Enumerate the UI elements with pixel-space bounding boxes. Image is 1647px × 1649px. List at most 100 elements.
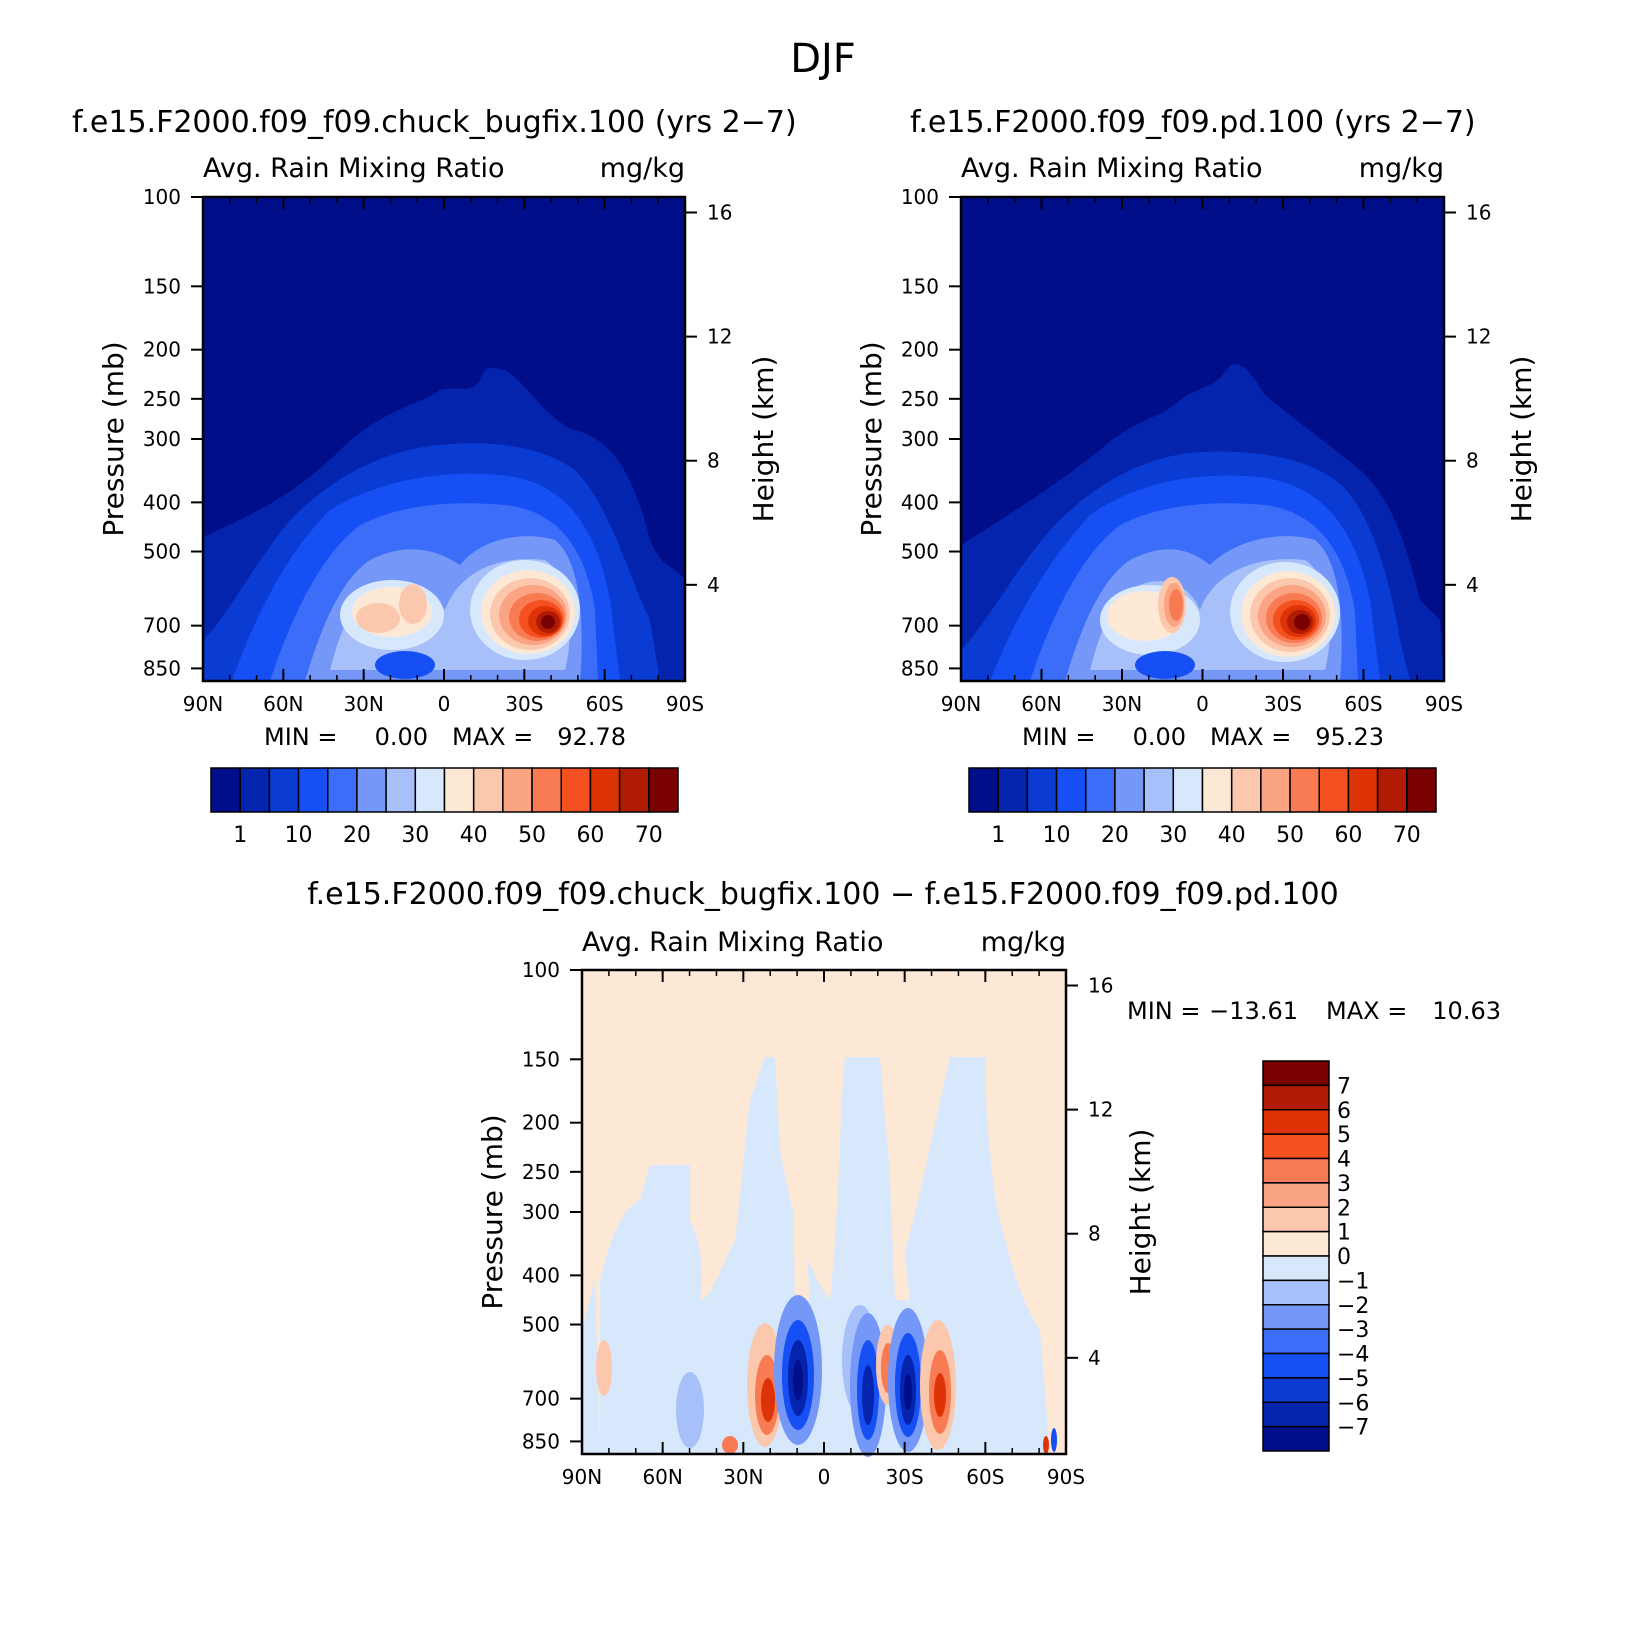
min-value: 0.00	[1133, 723, 1186, 751]
x-tick-label: 0	[1196, 692, 1209, 716]
plot-area	[201, 195, 687, 683]
colorbar-label: 50	[1276, 823, 1304, 848]
stats-line: MIN = 0.00 MAX = 95.23	[1022, 723, 1384, 751]
colorbar-swatch	[997, 767, 1029, 813]
colorbar-swatch	[1406, 767, 1437, 813]
y2-tick-label: 8	[1466, 449, 1479, 473]
colorbar-swatch	[268, 767, 300, 813]
y-axis-label: Pressure (mb)	[476, 1114, 509, 1309]
colorbar-swatch	[1347, 767, 1379, 813]
colorbar-swatch	[618, 767, 650, 813]
colorbar-label: 70	[1393, 823, 1421, 848]
panel-subtitle-right: mg/kg	[600, 153, 685, 184]
y2-axis-label: Height (km)	[1505, 356, 1538, 523]
colorbar-swatch	[1230, 767, 1262, 813]
y-tick-label: 250	[143, 387, 181, 411]
colorbar-swatch	[502, 767, 533, 813]
y-tick-label: 100	[522, 958, 560, 982]
y-tick-label: 400	[522, 1263, 560, 1287]
colorbar-label: 1	[233, 823, 247, 848]
max-value: 10.63	[1432, 997, 1501, 1025]
y-tick-label: 100	[143, 185, 181, 209]
colorbar-label: −3	[1337, 1318, 1369, 1343]
x-tick-label: 60S	[1344, 692, 1382, 716]
y2-tick-label: 12	[1466, 325, 1491, 349]
min-label: MIN =	[1022, 723, 1095, 751]
colorbar-swatch	[385, 767, 417, 813]
colorbar-swatch	[1262, 1304, 1330, 1330]
min-value: 0.00	[375, 723, 428, 751]
y-tick-label: 150	[522, 1047, 560, 1071]
colorbar-label: 20	[1101, 823, 1129, 848]
colorbar-swatch	[239, 767, 271, 813]
colorbar-swatch	[1262, 1377, 1330, 1403]
positive-strip-1	[790, 1057, 810, 1300]
colorbar-swatch	[1262, 1157, 1330, 1184]
y-tick-label: 200	[143, 338, 181, 362]
y2-tick-label: 16	[707, 201, 732, 225]
min-value: −13.61	[1209, 997, 1298, 1025]
y-tick-label: 200	[522, 1111, 560, 1135]
y-tick-label: 250	[901, 387, 939, 411]
y-tick-label: 200	[901, 338, 939, 362]
panel-pd: f.e15.F2000.f09_f09.pd.100 (yrs 2−7) Avg…	[855, 105, 1538, 848]
panel-difference: f.e15.F2000.f09_f09.chuck_bugfix.100 − f…	[307, 877, 1501, 1489]
colorbar-label: 1	[991, 823, 1005, 848]
colorbar-label: 40	[1218, 823, 1246, 848]
x-tick-label: 90S	[666, 692, 704, 716]
y-tick-label: 300	[522, 1200, 560, 1224]
colorbar-swatch	[1262, 1230, 1330, 1257]
colorbar-label: 2	[1337, 1196, 1351, 1221]
x-tick-label: 60N	[1021, 692, 1061, 716]
y2-tick-label: 4	[1088, 1346, 1101, 1370]
colorbar-swatch	[560, 767, 592, 813]
anomaly-neg-east	[1051, 1428, 1057, 1452]
colorbar-label: 60	[576, 823, 604, 848]
colorbar-label: 0	[1337, 1245, 1351, 1270]
colorbar-label: 60	[1334, 823, 1362, 848]
colorbar-label: 3	[1337, 1172, 1351, 1197]
colorbar-swatch	[1143, 767, 1175, 813]
y2-axis-label: Height (km)	[1124, 1129, 1157, 1296]
x-tick-label: 60N	[642, 1465, 682, 1489]
x-tick-label: 90S	[1047, 1465, 1085, 1489]
y2-axis-label: Height (km)	[747, 356, 780, 523]
max-value: 92.78	[557, 723, 626, 751]
contour-level-10a	[356, 603, 400, 633]
y-tick-label: 150	[901, 274, 939, 298]
stats-line: MIN = −13.61 MAX = 10.63	[1127, 997, 1501, 1025]
x-tick-label: 90S	[1425, 692, 1463, 716]
x-tick-label: 0	[438, 692, 451, 716]
contour-fill	[582, 1057, 1057, 1457]
colorbar-label: −5	[1337, 1367, 1369, 1392]
figure-title: DJF	[790, 36, 856, 82]
y2-tick-label: 12	[707, 325, 732, 349]
y2-tick-label: 8	[707, 449, 720, 473]
y-tick-label: 250	[522, 1160, 560, 1184]
colorbar-swatch	[1262, 1255, 1330, 1282]
colorbar: 1 10 20 30 40 50 60 70	[210, 767, 679, 848]
contour-level-12a	[1169, 589, 1183, 621]
colorbar-label: 40	[460, 823, 488, 848]
y-tick-label: 850	[522, 1429, 560, 1453]
colorbar-label: −2	[1337, 1294, 1369, 1319]
colorbar-swatch	[1262, 1182, 1330, 1208]
x-tick-label: 60S	[586, 692, 624, 716]
panel-title: f.e15.F2000.f09_f09.chuck_bugfix.100 (yr…	[72, 105, 797, 140]
colorbar-label: 10	[1043, 823, 1071, 848]
colorbar-swatch	[1262, 1206, 1330, 1233]
contour-low-pocket	[375, 651, 435, 679]
colorbar-swatch	[327, 767, 358, 813]
negative-region-west	[582, 1280, 600, 1454]
colorbar-label: 5	[1337, 1123, 1351, 1148]
colorbar-label: 50	[518, 823, 546, 848]
colorbar-label: −1	[1337, 1269, 1369, 1294]
colorbar-label: 1	[1337, 1221, 1351, 1246]
colorbar-swatch	[1262, 1109, 1330, 1135]
anomaly-light-blue-1	[676, 1372, 704, 1448]
colorbar-swatch	[1172, 767, 1204, 813]
y-tick-label: 500	[143, 540, 181, 564]
colorbar-swatch	[1376, 767, 1408, 813]
